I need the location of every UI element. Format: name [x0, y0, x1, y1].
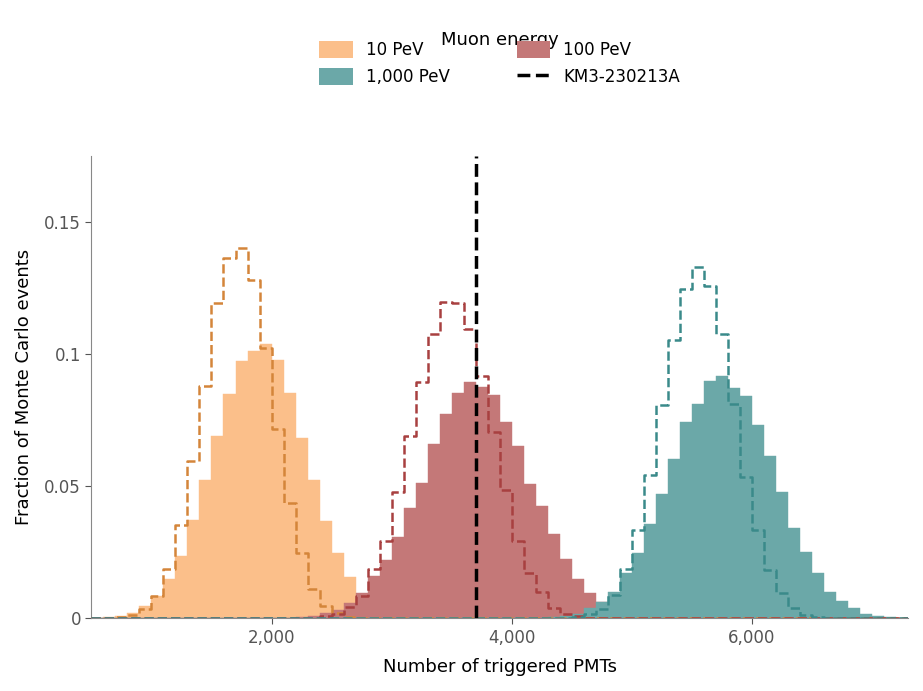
Bar — [764, 457, 776, 618]
Bar — [547, 534, 559, 618]
X-axis label: Number of triggered PMTs: Number of triggered PMTs — [383, 658, 617, 676]
Bar — [307, 616, 319, 618]
Title: Muon energy: Muon energy — [441, 30, 558, 48]
Bar — [331, 610, 343, 618]
Bar — [475, 387, 487, 618]
Bar — [583, 608, 595, 618]
Bar — [175, 556, 187, 618]
Bar — [451, 392, 463, 618]
Bar — [151, 596, 163, 618]
Bar — [607, 609, 619, 618]
Bar — [800, 551, 812, 618]
Bar — [379, 560, 391, 618]
Bar — [391, 616, 403, 618]
Bar — [355, 593, 367, 618]
Bar — [716, 376, 728, 618]
Bar — [163, 578, 175, 618]
Bar — [632, 616, 644, 618]
Bar — [656, 494, 668, 618]
Bar — [103, 617, 115, 618]
Bar — [788, 529, 800, 618]
Bar — [632, 553, 644, 618]
Bar — [619, 612, 632, 618]
Bar — [139, 606, 151, 618]
Bar — [848, 608, 860, 618]
Bar — [379, 612, 391, 618]
Bar — [463, 382, 475, 618]
Bar — [571, 614, 583, 618]
Bar — [812, 574, 824, 618]
Bar — [644, 524, 656, 618]
Bar — [836, 600, 848, 618]
Legend: 10 PeV, 1,000 PeV, 100 PeV, KM3-230213A: 10 PeV, 1,000 PeV, 100 PeV, KM3-230213A — [313, 35, 687, 93]
Bar — [595, 602, 607, 618]
Y-axis label: Fraction of Monte Carlo events: Fraction of Monte Carlo events — [15, 249, 33, 525]
Bar — [884, 617, 896, 618]
Bar — [223, 395, 235, 618]
Bar — [704, 381, 716, 618]
Bar — [403, 508, 415, 618]
Bar — [211, 437, 223, 618]
Bar — [295, 438, 307, 618]
Bar — [343, 578, 355, 618]
Bar — [692, 404, 704, 618]
Bar — [115, 616, 127, 618]
Bar — [680, 422, 692, 618]
Bar — [535, 507, 547, 618]
Bar — [776, 493, 788, 618]
Bar — [367, 606, 379, 618]
Bar — [619, 573, 632, 618]
Bar — [403, 617, 415, 618]
Bar — [247, 351, 259, 618]
Bar — [307, 480, 319, 618]
Bar — [487, 395, 499, 618]
Bar — [439, 414, 451, 618]
Bar — [319, 521, 331, 618]
Bar — [571, 579, 583, 618]
Bar — [547, 616, 559, 618]
Bar — [728, 388, 740, 618]
Bar — [559, 616, 571, 618]
Bar — [295, 617, 307, 618]
Bar — [355, 596, 367, 618]
Bar — [559, 559, 571, 618]
Bar — [391, 538, 403, 618]
Bar — [283, 393, 295, 618]
Bar — [427, 444, 439, 618]
Bar — [415, 483, 427, 618]
Bar — [668, 459, 680, 618]
Bar — [740, 396, 752, 618]
Bar — [511, 446, 523, 618]
Bar — [127, 613, 139, 618]
Bar — [271, 360, 283, 618]
Bar — [187, 520, 199, 618]
Bar — [319, 613, 331, 618]
Bar — [523, 484, 535, 618]
Bar — [499, 422, 511, 618]
Bar — [343, 603, 355, 618]
Bar — [607, 592, 619, 618]
Bar — [872, 616, 884, 618]
Bar — [235, 361, 247, 618]
Bar — [367, 576, 379, 618]
Bar — [331, 553, 343, 618]
Bar — [824, 592, 836, 618]
Bar — [583, 594, 595, 618]
Bar — [860, 614, 872, 618]
Bar — [259, 344, 271, 618]
Bar — [199, 480, 211, 618]
Bar — [595, 602, 607, 618]
Bar — [752, 425, 764, 618]
